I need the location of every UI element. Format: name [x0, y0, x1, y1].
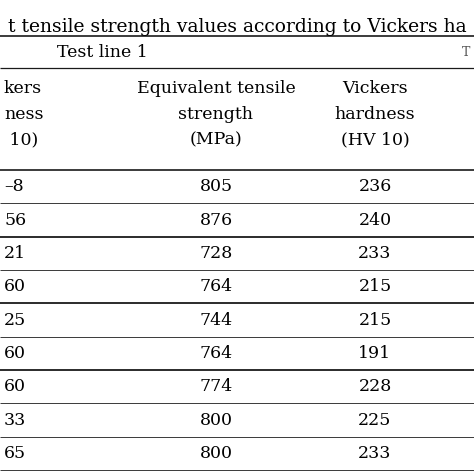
- Text: 800: 800: [200, 411, 233, 428]
- Text: (MPa): (MPa): [190, 131, 242, 148]
- Text: –8: –8: [4, 178, 24, 195]
- Text: Test line 1: Test line 1: [57, 44, 148, 61]
- Text: 215: 215: [358, 278, 392, 295]
- Text: (HV 10): (HV 10): [341, 131, 410, 148]
- Text: 25: 25: [4, 311, 26, 328]
- Text: ness: ness: [4, 106, 44, 122]
- Text: 215: 215: [358, 311, 392, 328]
- Text: 764: 764: [200, 345, 233, 362]
- Text: t tensile strength values according to Vickers ha: t tensile strength values according to V…: [8, 18, 466, 36]
- Text: Equivalent tensile: Equivalent tensile: [137, 80, 295, 97]
- Text: 800: 800: [200, 445, 233, 462]
- Text: 744: 744: [200, 311, 233, 328]
- Text: 876: 876: [200, 211, 233, 228]
- Text: 233: 233: [358, 445, 392, 462]
- Text: 56: 56: [4, 211, 26, 228]
- Text: 60: 60: [4, 378, 26, 395]
- Text: 228: 228: [358, 378, 392, 395]
- Text: 774: 774: [200, 378, 233, 395]
- Text: Vickers: Vickers: [342, 80, 408, 97]
- Text: 10): 10): [4, 131, 38, 148]
- Text: 233: 233: [358, 245, 392, 262]
- Text: 33: 33: [4, 411, 26, 428]
- Text: 805: 805: [200, 178, 233, 195]
- Text: 236: 236: [358, 178, 392, 195]
- Text: 60: 60: [4, 345, 26, 362]
- Text: hardness: hardness: [335, 106, 415, 122]
- Text: strength: strength: [179, 106, 254, 122]
- Text: 225: 225: [358, 411, 392, 428]
- Text: 240: 240: [358, 211, 392, 228]
- Text: 764: 764: [200, 278, 233, 295]
- Text: T: T: [462, 46, 470, 58]
- Text: kers: kers: [4, 80, 42, 97]
- Text: 728: 728: [200, 245, 233, 262]
- Text: 191: 191: [358, 345, 392, 362]
- Text: 60: 60: [4, 278, 26, 295]
- Text: 65: 65: [4, 445, 26, 462]
- Text: 21: 21: [4, 245, 26, 262]
